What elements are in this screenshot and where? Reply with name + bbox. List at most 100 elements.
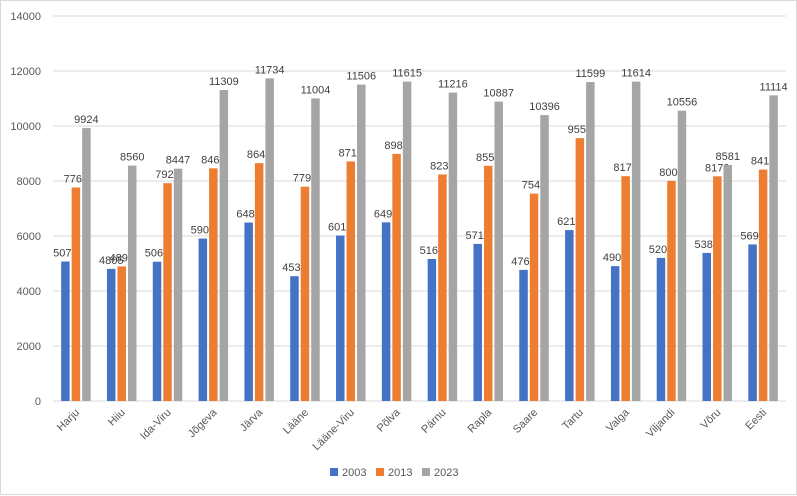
x-tick-label: Lääne	[281, 407, 311, 437]
data-label: 5908	[191, 225, 215, 237]
bar-2023-Järva	[265, 78, 274, 401]
data-label: 7764	[64, 173, 88, 185]
data-label: 4805	[99, 255, 123, 267]
data-label: 5164	[420, 245, 444, 257]
data-label: 11309	[209, 76, 239, 88]
x-tick-label: Põlva	[375, 406, 404, 435]
data-label: 6489	[236, 209, 260, 221]
y-tick-label: 12000	[10, 66, 41, 78]
data-label: 11734	[255, 64, 285, 76]
data-label: 7542	[522, 180, 546, 192]
data-label: 7792	[293, 173, 317, 185]
bar-2013-Rapla	[483, 165, 493, 401]
data-label: 8170	[705, 162, 729, 174]
x-tick-label: Tartu	[560, 407, 586, 433]
y-tick-label: 2000	[17, 341, 41, 353]
data-label: 8985	[384, 140, 408, 152]
bar-2013-Viljandi	[667, 180, 676, 401]
data-label: 10556	[667, 97, 698, 109]
bar-2023-Viljandi	[677, 110, 687, 402]
x-tick-label: Harju	[55, 407, 82, 434]
bar-2003-Eesti	[748, 244, 757, 401]
bar-2023-Hiiu	[127, 165, 137, 401]
bar-2003-Harju	[61, 261, 70, 401]
bar-2013-Lääne-Viru	[346, 161, 356, 401]
legend-label-2013: 2013	[388, 467, 412, 479]
data-label: 5384	[695, 239, 719, 251]
data-label: 8712	[339, 147, 363, 159]
data-label: 6017	[328, 222, 352, 234]
bar-2013-Ida-Viru	[163, 183, 172, 401]
bar-2003-Põlva	[381, 222, 391, 401]
x-tick-label: Valga	[604, 406, 632, 434]
data-label: 8175	[613, 162, 637, 174]
data-label: 5065	[145, 248, 169, 260]
data-label: 8416	[751, 156, 775, 168]
data-label: 8553	[476, 152, 500, 164]
bar-2013-Jõgeva	[209, 168, 218, 401]
bar-2013-Järva	[254, 163, 264, 401]
data-label: 11506	[346, 71, 376, 83]
bar-2013-Saare	[529, 193, 539, 401]
bar-2003-Lääne-Viru	[336, 235, 345, 401]
bar-2013-Valga	[621, 176, 630, 401]
data-label: 10396	[529, 101, 560, 113]
bar-2023-Valga	[631, 81, 641, 402]
legend-label-2023: 2023	[434, 467, 458, 479]
legend-label-2003: 2003	[342, 467, 366, 479]
data-label: 8005	[659, 167, 683, 179]
bar-2013-Pärnu	[438, 174, 447, 401]
bar-2023-Eesti	[769, 95, 778, 402]
data-label: 5693	[740, 230, 764, 242]
bar-2003-Lääne	[290, 276, 299, 401]
data-label: 8238	[430, 160, 454, 172]
y-tick-label: 0	[35, 396, 41, 408]
bar-2003-Võru	[702, 252, 712, 401]
x-tick-label: Võru	[698, 407, 723, 432]
bar-2003-Hiiu	[106, 268, 116, 401]
bar-2023-Lääne	[311, 98, 320, 401]
data-label: 11004	[301, 84, 331, 96]
data-label: 10887	[483, 88, 514, 100]
x-tick-label: Lääne-Viru	[310, 407, 356, 453]
bar-2003-Viljandi	[656, 257, 666, 401]
bar-2023-Rapla	[494, 101, 503, 402]
bar-2003-Pärnu	[427, 258, 437, 401]
y-tick-label: 8000	[17, 176, 41, 188]
x-tick-label: Ida-Viru	[138, 407, 174, 443]
data-label: 6497	[374, 208, 398, 220]
bar-2023-Ida-Viru	[173, 168, 183, 401]
bar-2023-Pärnu	[448, 92, 458, 401]
bar-2013-Harju	[71, 187, 81, 401]
data-label: 5073	[53, 247, 77, 259]
bar-2013-Lääne	[300, 186, 310, 401]
data-label: 8447	[166, 155, 190, 167]
y-tick-label: 4000	[17, 286, 41, 298]
bar-2023-Jõgeva	[219, 90, 229, 401]
data-label: 11614	[621, 68, 651, 80]
x-tick-label: Saare	[511, 407, 540, 436]
y-tick-label: 10000	[10, 121, 41, 133]
bar-2003-Rapla	[473, 243, 482, 401]
data-label: 4893	[109, 252, 133, 264]
data-label: 4538	[282, 262, 306, 274]
data-label: 6216	[557, 216, 581, 228]
data-label: 5713	[465, 230, 489, 242]
legend-swatch-2023	[422, 468, 430, 476]
bar-2013-Võru	[713, 176, 722, 401]
bar-2003-Järva	[244, 222, 253, 401]
data-label: 5204	[649, 244, 673, 256]
y-tick-label: 14000	[10, 11, 41, 23]
bar-2013-Põlva	[392, 153, 401, 401]
data-label: 7920	[155, 169, 179, 181]
bar-2003-Valga	[610, 266, 620, 401]
y-tick-label: 6000	[17, 231, 41, 243]
bar-2023-Harju	[82, 128, 91, 401]
data-label: 8461	[201, 154, 225, 166]
bar-2023-Lääne-Viru	[357, 84, 366, 402]
x-tick-label: Rapla	[466, 406, 495, 435]
legend-swatch-2003	[330, 468, 338, 476]
x-tick-label: Viljandi	[644, 407, 677, 440]
data-label: 11216	[438, 79, 468, 91]
